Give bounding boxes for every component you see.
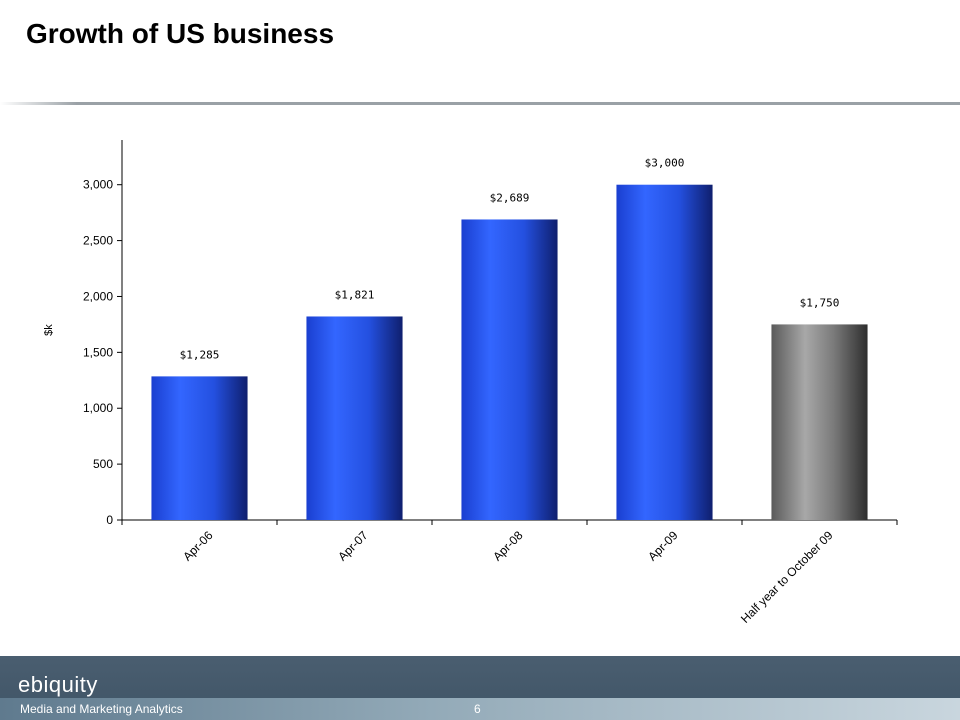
y-tick-label: 3,000: [83, 178, 113, 192]
title-divider: [0, 102, 960, 105]
y-tick-label: 0: [106, 513, 113, 527]
bar-0: [151, 376, 248, 520]
y-tick-label: 2,000: [83, 289, 113, 303]
y-tick-label: 1,000: [83, 401, 113, 415]
data-label-4: $1,750: [800, 296, 840, 309]
x-tick-label-1: Apr-07: [335, 528, 371, 564]
data-label-3: $3,000: [645, 157, 685, 170]
page-title: Growth of US business: [26, 18, 335, 49]
footer-strip: [0, 698, 960, 720]
bar-3: [616, 184, 713, 521]
brand-logo: ebiquity: [18, 672, 98, 697]
page-number: 6: [474, 702, 481, 716]
bar-chart: 0 500 1,000 1,500 2,000 2,500 3,000 $k $1,285 Apr…: [43, 140, 898, 626]
bar-1: [306, 316, 403, 520]
data-label-1: $1,821: [335, 288, 375, 301]
brand-tagline: Media and Marketing Analytics: [20, 702, 183, 716]
y-axis-label: $k: [43, 324, 55, 336]
x-tick-label-4: Half year to October 09: [738, 528, 836, 626]
y-tick-label: 2,500: [83, 234, 113, 248]
data-label-2: $2,689: [490, 191, 530, 204]
y-tick-label: 500: [93, 457, 113, 471]
x-tick-label-0: Apr-06: [180, 528, 216, 564]
x-tick-label-3: Apr-09: [645, 528, 681, 564]
bar-2: [461, 219, 558, 520]
data-label-0: $1,285: [180, 348, 220, 361]
bar-4: [771, 324, 868, 520]
y-tick-label: 1,500: [83, 345, 113, 359]
x-tick-label-2: Apr-08: [490, 528, 526, 564]
